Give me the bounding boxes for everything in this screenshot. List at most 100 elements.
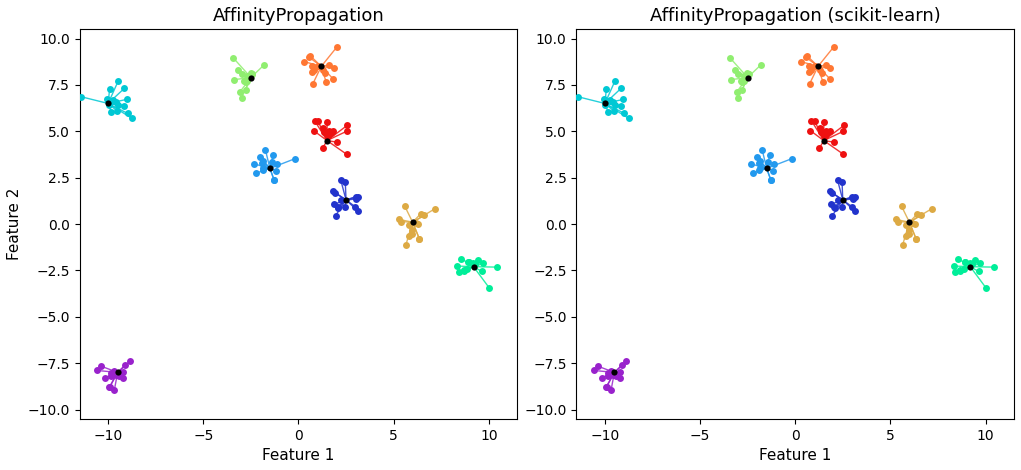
Point xyxy=(459,266,476,273)
Point xyxy=(908,235,924,242)
Point xyxy=(261,164,278,172)
Point xyxy=(905,219,921,227)
Point xyxy=(459,258,476,266)
Point xyxy=(404,219,421,226)
Point xyxy=(269,160,285,168)
Point xyxy=(815,78,831,86)
Point xyxy=(804,117,820,125)
Point xyxy=(606,101,623,109)
Point xyxy=(410,220,427,227)
Point xyxy=(723,76,739,84)
Point xyxy=(750,159,767,167)
Point xyxy=(762,151,778,158)
Point xyxy=(326,201,342,208)
Point xyxy=(111,372,128,379)
Point xyxy=(812,67,828,74)
Point xyxy=(739,74,756,81)
Point xyxy=(338,127,354,135)
Point xyxy=(400,221,417,228)
Point xyxy=(397,203,414,210)
Point xyxy=(103,373,119,380)
Point xyxy=(339,122,355,129)
Point xyxy=(907,220,923,227)
Point xyxy=(119,110,136,117)
Point xyxy=(305,127,322,134)
Point xyxy=(101,384,117,391)
Point xyxy=(314,125,331,132)
Point xyxy=(836,122,853,129)
Point xyxy=(783,155,799,163)
Point xyxy=(810,63,826,70)
Point xyxy=(74,93,90,101)
Point xyxy=(124,115,140,122)
Point xyxy=(759,164,775,172)
Point xyxy=(797,54,814,61)
Point xyxy=(103,109,119,116)
Point xyxy=(827,204,843,212)
Point xyxy=(347,203,363,210)
Point xyxy=(601,96,618,104)
Point xyxy=(597,384,614,391)
Point xyxy=(812,144,828,152)
Point xyxy=(326,64,342,72)
Point xyxy=(844,195,861,203)
Point xyxy=(319,118,335,126)
Point xyxy=(237,86,253,94)
Point xyxy=(730,70,746,77)
Point xyxy=(834,179,850,186)
Point xyxy=(910,210,926,218)
Point xyxy=(407,219,424,227)
Point xyxy=(467,260,483,268)
Point xyxy=(99,95,115,103)
Point xyxy=(104,96,120,104)
Point xyxy=(825,43,841,51)
Point xyxy=(605,107,622,115)
Point xyxy=(404,230,421,238)
Point xyxy=(953,267,969,274)
Point xyxy=(317,129,333,136)
Point xyxy=(812,125,828,132)
Title: AffinityPropagation: AffinityPropagation xyxy=(212,7,384,25)
Point xyxy=(733,78,749,85)
Point xyxy=(824,212,840,219)
Point xyxy=(325,188,341,195)
Point xyxy=(115,102,132,110)
Point xyxy=(901,226,917,234)
Point xyxy=(889,218,906,226)
Point xyxy=(100,100,116,107)
Point xyxy=(89,367,105,374)
Point xyxy=(598,383,615,390)
Point xyxy=(751,164,768,172)
Point xyxy=(766,160,782,168)
Point xyxy=(242,70,258,77)
Point xyxy=(252,153,269,161)
Point xyxy=(621,115,637,122)
Point xyxy=(600,369,617,376)
Point xyxy=(232,88,248,96)
Point xyxy=(327,189,343,197)
Point xyxy=(450,268,467,275)
X-axis label: Feature 1: Feature 1 xyxy=(759,448,831,463)
Point xyxy=(607,372,624,379)
Point xyxy=(116,361,133,369)
Point xyxy=(338,196,354,204)
Point xyxy=(287,155,303,163)
Point xyxy=(393,218,409,226)
Point xyxy=(109,368,126,376)
Point xyxy=(306,117,323,125)
Point xyxy=(734,86,750,94)
Point xyxy=(728,88,744,96)
Point xyxy=(93,362,109,370)
Point xyxy=(612,375,628,382)
Point xyxy=(239,72,255,80)
Point xyxy=(301,54,318,61)
Point xyxy=(739,70,756,77)
Point xyxy=(314,67,331,74)
Point xyxy=(751,166,768,174)
Point xyxy=(570,93,586,101)
Point xyxy=(814,70,830,77)
Point xyxy=(617,110,633,117)
Point xyxy=(398,241,415,249)
Point xyxy=(337,203,353,211)
Point xyxy=(606,77,623,85)
